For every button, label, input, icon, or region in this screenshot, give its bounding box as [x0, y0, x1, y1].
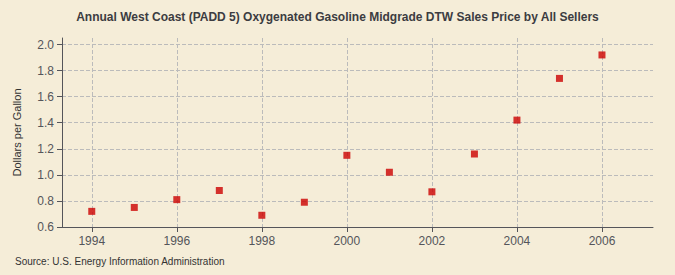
svg-text:1.0: 1.0 — [37, 168, 54, 182]
svg-text:Dollars per Gallon: Dollars per Gallon — [11, 88, 23, 176]
svg-text:2.0: 2.0 — [37, 38, 54, 52]
svg-text:2002: 2002 — [419, 234, 446, 248]
svg-text:1.4: 1.4 — [37, 116, 54, 130]
svg-text:1.2: 1.2 — [37, 142, 54, 156]
svg-text:1.6: 1.6 — [37, 90, 54, 104]
svg-text:1.8: 1.8 — [37, 64, 54, 78]
svg-text:1996: 1996 — [163, 234, 190, 248]
svg-text:2006: 2006 — [589, 234, 616, 248]
svg-text:Source: U.S. Energy Informatio: Source: U.S. Energy Information Administ… — [15, 256, 225, 267]
svg-text:2004: 2004 — [504, 234, 531, 248]
svg-text:Annual West Coast (PADD 5) Oxy: Annual West Coast (PADD 5) Oxygenated Ga… — [76, 10, 599, 24]
svg-text:1998: 1998 — [248, 234, 275, 248]
svg-text:0.6: 0.6 — [37, 220, 54, 234]
svg-text:2000: 2000 — [334, 234, 361, 248]
svg-text:1994: 1994 — [78, 234, 105, 248]
svg-text:0.8: 0.8 — [37, 194, 54, 208]
